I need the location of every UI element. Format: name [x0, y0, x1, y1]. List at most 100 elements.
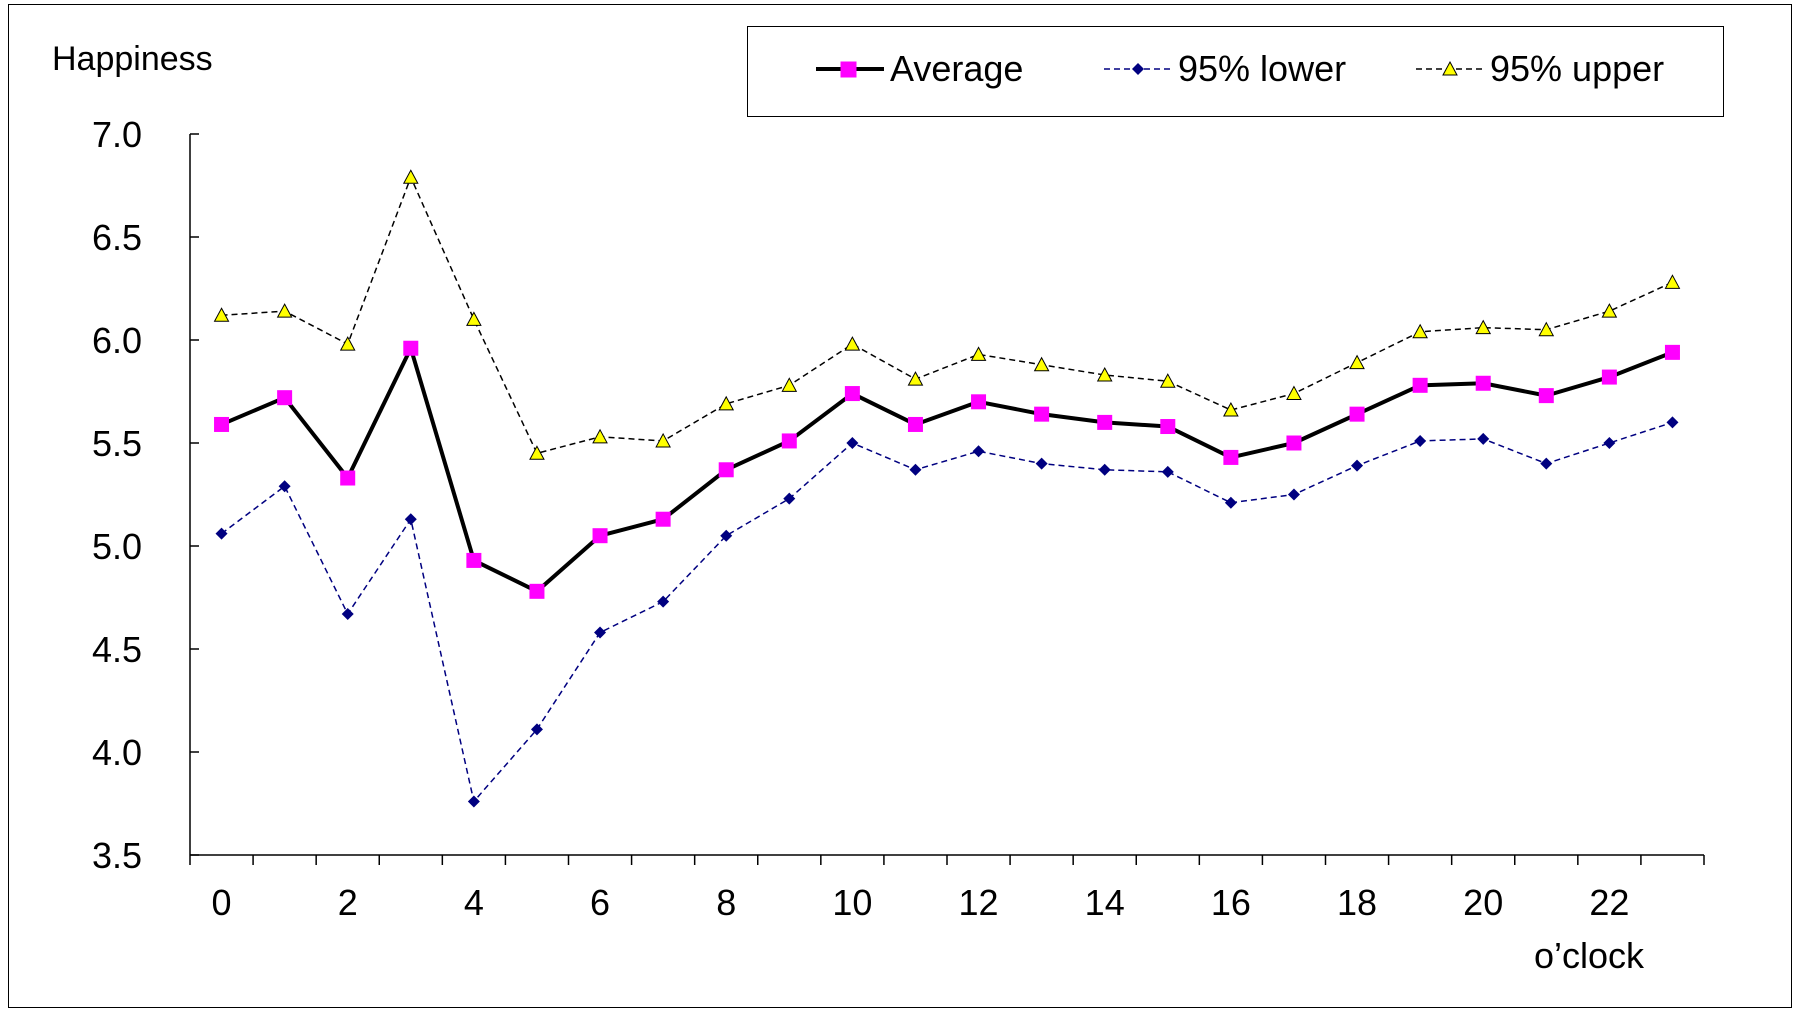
point-95-upper	[907, 371, 924, 386]
legend-swatch-95-lower	[1104, 63, 1172, 75]
x-tick-label: 6	[590, 882, 610, 923]
point-95-upper	[655, 432, 671, 448]
x-tick-label: 8	[716, 882, 736, 923]
point-95-upper	[276, 303, 293, 318]
point-95-lower	[404, 513, 417, 526]
point-95-lower	[972, 445, 985, 458]
legend: Average 95% lower 95% upper	[747, 26, 1724, 117]
legend-label-95-lower: 95% lower	[1178, 48, 1347, 89]
point-95-lower	[1414, 434, 1427, 447]
point-95-lower	[530, 723, 543, 736]
point-average	[1034, 406, 1050, 422]
point-95-upper	[970, 346, 987, 361]
x-tick-label: 20	[1463, 882, 1503, 923]
point-95-lower	[1603, 437, 1616, 449]
y-tick-label: 4.5	[92, 629, 142, 670]
point-average	[655, 511, 671, 527]
point-95-lower	[467, 795, 480, 808]
point-average	[466, 552, 482, 568]
point-95-lower	[1540, 457, 1553, 470]
point-average	[1412, 377, 1428, 393]
x-tick-label: 4	[464, 882, 484, 923]
point-95-lower	[1666, 416, 1679, 429]
point-average	[1664, 344, 1680, 360]
legend-label-95-upper: 95% upper	[1490, 48, 1665, 89]
point-95-upper	[1286, 385, 1302, 401]
y-tick-label: 7.0	[92, 114, 142, 155]
series-line-average	[220, 346, 1674, 594]
legend-item-average: Average	[812, 48, 1024, 89]
point-average	[1475, 375, 1491, 391]
x-tick-label: 22	[1589, 882, 1629, 923]
point-95-upper	[1475, 319, 1492, 335]
x-tick-label: 14	[1085, 882, 1125, 923]
point-95-lower	[1161, 465, 1174, 478]
y-tick-label: 6.5	[92, 217, 142, 258]
y-tick-label: 6.0	[92, 320, 142, 361]
point-95-upper	[1033, 356, 1050, 372]
point-95-lower	[594, 626, 607, 639]
point-95-upper	[529, 445, 545, 460]
point-95-lower	[783, 492, 796, 505]
point-average	[529, 583, 545, 599]
point-95-upper	[1096, 366, 1113, 382]
point-average	[718, 462, 734, 478]
point-average	[592, 528, 608, 544]
point-average	[1160, 419, 1176, 435]
point-average	[403, 340, 419, 356]
legend-label-average: Average	[890, 48, 1024, 89]
point-95-lower	[1287, 488, 1300, 501]
y-axis-label: Happiness	[52, 40, 213, 78]
x-tick-label: 16	[1211, 882, 1251, 923]
point-95-upper	[1159, 373, 1176, 388]
point-average	[1349, 406, 1365, 422]
point-average	[1601, 369, 1617, 385]
point-average	[1223, 449, 1239, 465]
point-95-upper	[1664, 274, 1681, 289]
point-95-lower	[341, 607, 354, 620]
y-tick-label: 5.5	[92, 423, 142, 464]
chart-frame	[8, 4, 1792, 1008]
legend-item-95-upper: 95% upper	[1412, 48, 1665, 89]
point-95-lower	[909, 463, 922, 476]
x-tick-label: 18	[1337, 882, 1377, 923]
point-95-upper	[592, 428, 608, 444]
point-95-lower	[846, 437, 859, 449]
point-95-upper	[339, 336, 356, 351]
x-tick-label: 12	[959, 882, 999, 923]
point-95-upper	[213, 307, 230, 322]
point-95-upper	[402, 169, 419, 184]
point-95-upper	[781, 377, 798, 392]
legend-swatch-95-upper	[1416, 60, 1484, 76]
point-95-upper	[1349, 354, 1365, 370]
point-95-lower	[1035, 457, 1048, 470]
y-tick-label: 3.5	[92, 835, 142, 876]
point-95-lower	[720, 529, 733, 542]
point-average	[1097, 414, 1113, 430]
point-average	[340, 470, 356, 486]
point-95-lower	[1224, 496, 1237, 509]
point-95-lower	[278, 480, 291, 493]
point-95-upper	[1538, 321, 1555, 337]
point-average	[1286, 435, 1302, 451]
point-95-upper	[844, 336, 861, 351]
x-tick-label: 2	[338, 882, 358, 923]
series-line-95-lower	[221, 421, 1673, 803]
x-tick-label: 10	[832, 882, 872, 923]
point-average	[907, 416, 923, 432]
y-tick-label: 4.0	[92, 732, 142, 773]
series-line-95-upper	[221, 176, 1673, 455]
x-axis-label: o’clock	[1534, 935, 1645, 976]
point-95-lower	[215, 527, 228, 540]
point-95-upper	[1412, 323, 1428, 339]
point-average	[844, 386, 860, 402]
y-tick-label: 5.0	[92, 526, 142, 567]
point-95-lower	[657, 595, 670, 608]
point-average	[971, 394, 987, 410]
point-95-upper	[466, 311, 482, 326]
point-95-upper	[1223, 401, 1239, 417]
point-average	[277, 390, 293, 406]
point-95-lower	[1351, 459, 1364, 472]
